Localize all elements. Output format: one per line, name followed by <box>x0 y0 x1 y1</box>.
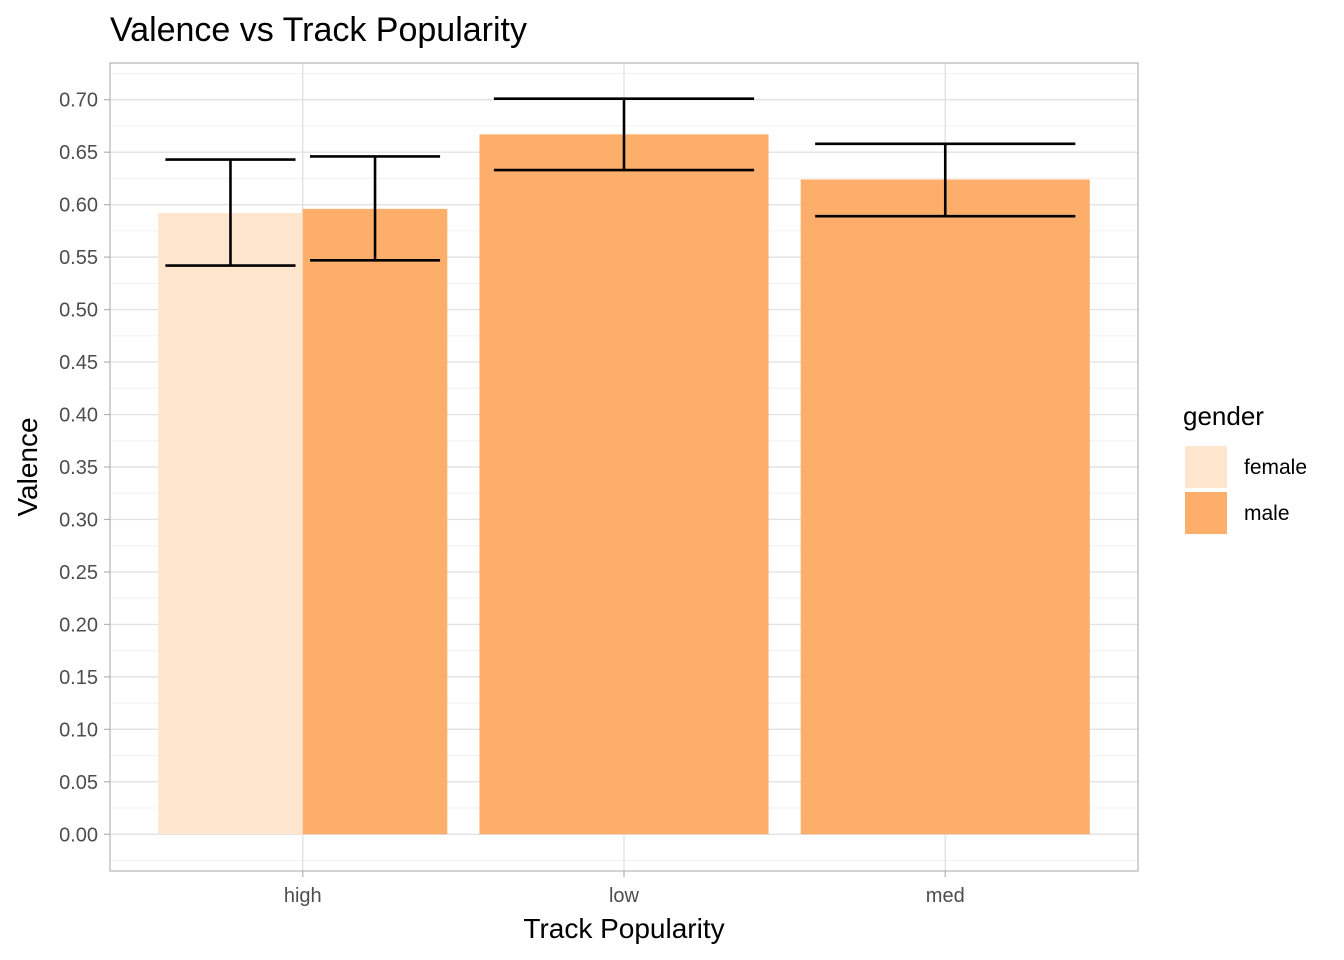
plot-panel <box>109 62 1139 872</box>
chart-title: Valence vs Track Popularity <box>110 11 527 49</box>
y-tick-label: 0.20 <box>59 614 98 636</box>
y-tick-label: 0.65 <box>59 142 98 164</box>
error-bars <box>165 97 1076 267</box>
y-axis: 0.00 0.05 0.10 0.15 0.20 0.25 0.30 0.35 0.40 0.45… <box>59 90 110 846</box>
y-tick-label: 0.10 <box>59 719 98 741</box>
y-tick-label: 0.50 <box>59 300 98 322</box>
legend-label-female: female <box>1244 456 1307 479</box>
bar-high-female <box>158 213 303 835</box>
y-tick-label: 0.45 <box>59 352 98 374</box>
y-tick-label: 0.30 <box>59 509 98 531</box>
y-tick-label: 0.05 <box>59 772 98 794</box>
y-tick-label: 0.00 <box>59 824 98 846</box>
x-tick-label: med <box>926 885 965 907</box>
bars <box>158 134 1090 835</box>
y-tick-label: 0.70 <box>59 90 98 112</box>
y-axis-title: Valence <box>12 417 43 516</box>
y-tick-label: 0.15 <box>59 667 98 689</box>
legend: gender female male <box>1183 401 1307 534</box>
x-axis-title: Track Popularity <box>523 913 724 944</box>
errorbar-high-male <box>309 155 441 262</box>
errorbar-low-male <box>493 97 755 172</box>
legend-key-female <box>1185 446 1227 488</box>
bar-low-male <box>479 134 769 835</box>
bar-med-male <box>800 179 1090 835</box>
legend-key-male <box>1185 492 1227 534</box>
y-tick-label: 0.40 <box>59 405 98 427</box>
errorbar-high-female <box>165 158 296 267</box>
bar-high-male <box>302 208 448 835</box>
y-tick-label: 0.25 <box>59 562 98 584</box>
y-tick-label: 0.55 <box>59 247 98 269</box>
legend-label-male: male <box>1244 502 1290 525</box>
x-tick-label: low <box>609 885 640 907</box>
y-tick-label: 0.35 <box>59 457 98 479</box>
legend-title: gender <box>1183 401 1264 431</box>
x-axis: high low med <box>284 871 965 907</box>
y-tick-label: 0.60 <box>59 195 98 217</box>
errorbar-med-male <box>815 142 1076 218</box>
x-tick-label: high <box>284 885 322 907</box>
